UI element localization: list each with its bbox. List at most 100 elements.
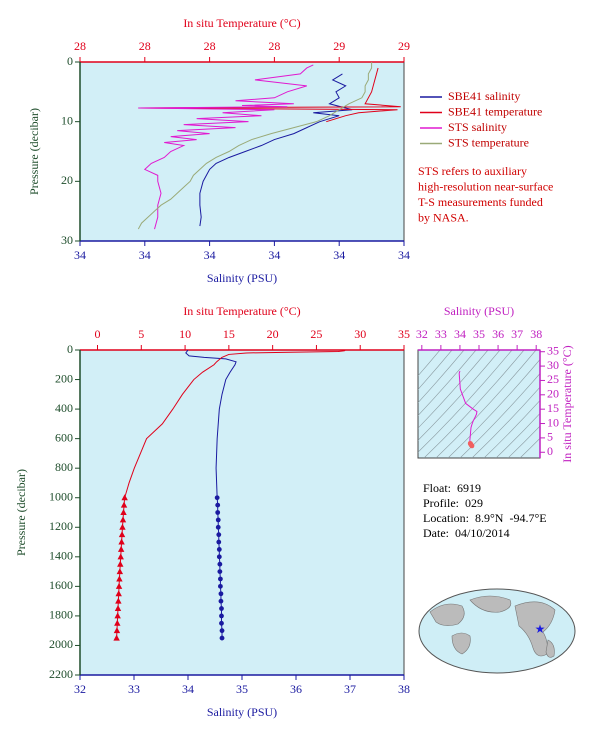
- tick-label: 33: [128, 682, 140, 696]
- series-line: [137, 62, 373, 230]
- tick-label: 34: [398, 248, 410, 262]
- tick-label: 5: [547, 430, 553, 444]
- tick-label: 32: [416, 327, 428, 341]
- contour: [447, 359, 540, 458]
- tick-label: 2200: [49, 667, 73, 681]
- series-line: [199, 73, 353, 227]
- contour: [418, 350, 513, 453]
- float-position: ★: [535, 622, 546, 636]
- tick-label: 38: [530, 327, 542, 341]
- plot-area: [79, 349, 405, 676]
- tick-label: 37: [344, 682, 356, 696]
- marker: [218, 598, 224, 604]
- tick-label: 36: [492, 327, 504, 341]
- marker: [114, 612, 121, 619]
- tick-label: 0: [67, 342, 73, 356]
- tick-label: 32: [74, 682, 86, 696]
- contour: [423, 350, 525, 458]
- marker: [116, 575, 123, 582]
- float-info: Location: 8.9°N -94.7°E: [423, 511, 547, 525]
- float-info: Date: 04/10/2014: [423, 526, 510, 540]
- contour: [418, 350, 477, 416]
- map-land: [429, 603, 465, 626]
- float-info: Float: 6919: [423, 481, 481, 495]
- series-line: [185, 350, 237, 498]
- tick-label: 34: [454, 327, 466, 341]
- axis-label: In situ Temperature (°C): [183, 304, 300, 318]
- marker: [219, 620, 224, 626]
- note-line: high-resolution near-surface: [418, 179, 553, 193]
- marker: [218, 583, 223, 589]
- marker: [118, 531, 126, 538]
- tick-label: 0: [67, 54, 73, 68]
- tick-label: 5: [138, 327, 144, 341]
- marker: [219, 606, 224, 611]
- contour: [471, 386, 540, 458]
- tick-label: 10: [179, 327, 191, 341]
- marker: [216, 532, 222, 538]
- plot-area: [79, 61, 405, 242]
- contour: [418, 350, 501, 441]
- tick-label: 36: [290, 682, 302, 696]
- tick-label: 1600: [49, 578, 73, 592]
- tick-label: 1000: [49, 489, 73, 503]
- marker: [119, 516, 127, 523]
- tick-label: 2000: [49, 637, 73, 651]
- marker: [216, 554, 222, 560]
- note-line: T-S measurements funded: [418, 195, 543, 209]
- axis-label: Pressure (decibar): [14, 469, 28, 556]
- legend-label: SBE41 salinity: [448, 89, 520, 103]
- marker: [215, 510, 221, 515]
- tick-label: 10: [61, 113, 73, 127]
- tick-label: 34: [74, 248, 86, 262]
- tick-label: 35: [236, 682, 248, 696]
- contour: [483, 400, 540, 458]
- tick-label: 38: [398, 682, 410, 696]
- tick-label: 30: [547, 358, 559, 372]
- tick-label: 34: [333, 248, 345, 262]
- marker: [115, 582, 123, 589]
- legend-label: STS temperature: [448, 135, 529, 149]
- marker: [217, 569, 223, 574]
- tick-label: 30: [61, 233, 73, 247]
- series-group: [137, 62, 401, 230]
- marker: [115, 597, 122, 604]
- marker: [469, 443, 475, 449]
- series-group: [458, 370, 478, 449]
- float-info: Profile: 029: [423, 496, 483, 510]
- tick-label: 35: [547, 343, 559, 357]
- chart: 32 33 34 35 36 37 38 Salinity (PSU) 0 5 10 15 20 25 30…: [14, 304, 410, 719]
- contour: [418, 350, 465, 404]
- marker: [217, 561, 223, 567]
- note-line: by NASA.: [418, 210, 469, 224]
- axis-label: In situ Temperature (°C): [183, 16, 300, 30]
- marker: [116, 568, 124, 575]
- axis-label: Salinity (PSU): [444, 304, 514, 318]
- map-land: [469, 595, 512, 613]
- tick-label: 1400: [49, 549, 73, 563]
- contour: [507, 425, 540, 458]
- axis-label: Salinity (PSU): [207, 271, 277, 285]
- contour: [418, 350, 453, 390]
- tick-label: 34: [268, 248, 280, 262]
- tick-label: 30: [354, 327, 366, 341]
- tick-label: 28: [204, 39, 216, 53]
- tick-label: 34: [204, 248, 216, 262]
- chart: 34 34 34 34 34 34 Salinity (PSU) 28 28 28 28 29 29 In…: [27, 16, 554, 285]
- marker: [114, 619, 121, 626]
- contour: [495, 412, 540, 458]
- marker: [113, 627, 121, 634]
- legend-label: SBE41 temperature: [448, 104, 542, 118]
- series-line: [138, 64, 314, 230]
- marker: [214, 495, 220, 501]
- axis-label: Salinity (PSU): [207, 705, 277, 719]
- marker: [117, 560, 124, 567]
- tick-label: 29: [398, 39, 410, 53]
- series-line: [458, 370, 478, 444]
- tick-label: 33: [435, 327, 447, 341]
- marker: [117, 545, 125, 552]
- tick-label: 10: [547, 415, 559, 429]
- note-line: STS refers to auxiliary: [418, 164, 527, 178]
- tick-label: 34: [139, 248, 151, 262]
